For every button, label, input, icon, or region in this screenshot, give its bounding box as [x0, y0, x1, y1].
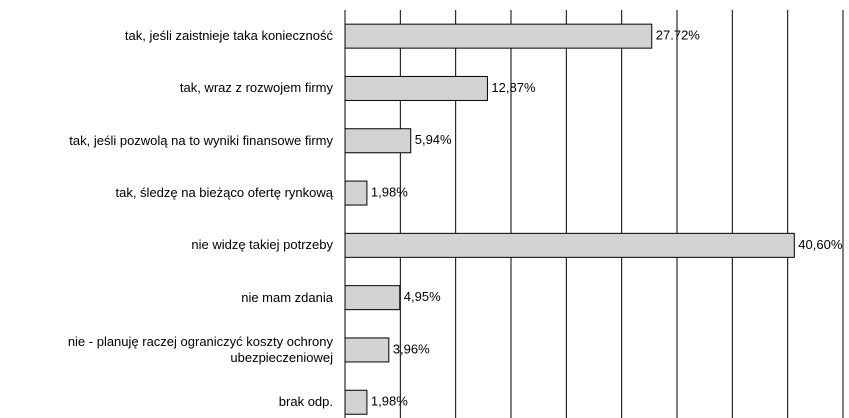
bar — [344, 232, 795, 258]
value-label: 12,87% — [491, 80, 536, 95]
value-label: 3,96% — [393, 341, 430, 356]
category-label: brak odp. — [278, 394, 333, 410]
bar — [344, 23, 653, 49]
value-label: 1,98% — [371, 184, 408, 199]
value-label: 5,94% — [415, 132, 452, 147]
bar — [344, 337, 390, 363]
bar — [344, 75, 488, 101]
category-label: tak, jeśli pozwolą na to wyniki finansow… — [69, 132, 333, 148]
bar — [344, 285, 401, 311]
value-label: 27.72% — [656, 28, 701, 43]
bar — [344, 180, 368, 206]
category-label: nie mam zdania — [241, 289, 333, 305]
value-label: 4,95% — [404, 289, 441, 304]
category-label: tak, wraz z rozwojem firmy — [179, 80, 333, 96]
category-label: tak, śledzę na bieżąco ofertę rynkową — [115, 185, 333, 201]
category-label: nie widzę takiej potrzeby — [191, 237, 333, 253]
value-label: 40,60% — [798, 237, 843, 252]
bar — [344, 389, 368, 415]
bar — [344, 128, 412, 154]
value-label: 1,98% — [371, 394, 408, 409]
category-label: nie - planuję raczej ograniczyć koszty o… — [67, 333, 333, 365]
category-label: tak, jeśli zaistnieje taka konieczność — [124, 28, 333, 44]
